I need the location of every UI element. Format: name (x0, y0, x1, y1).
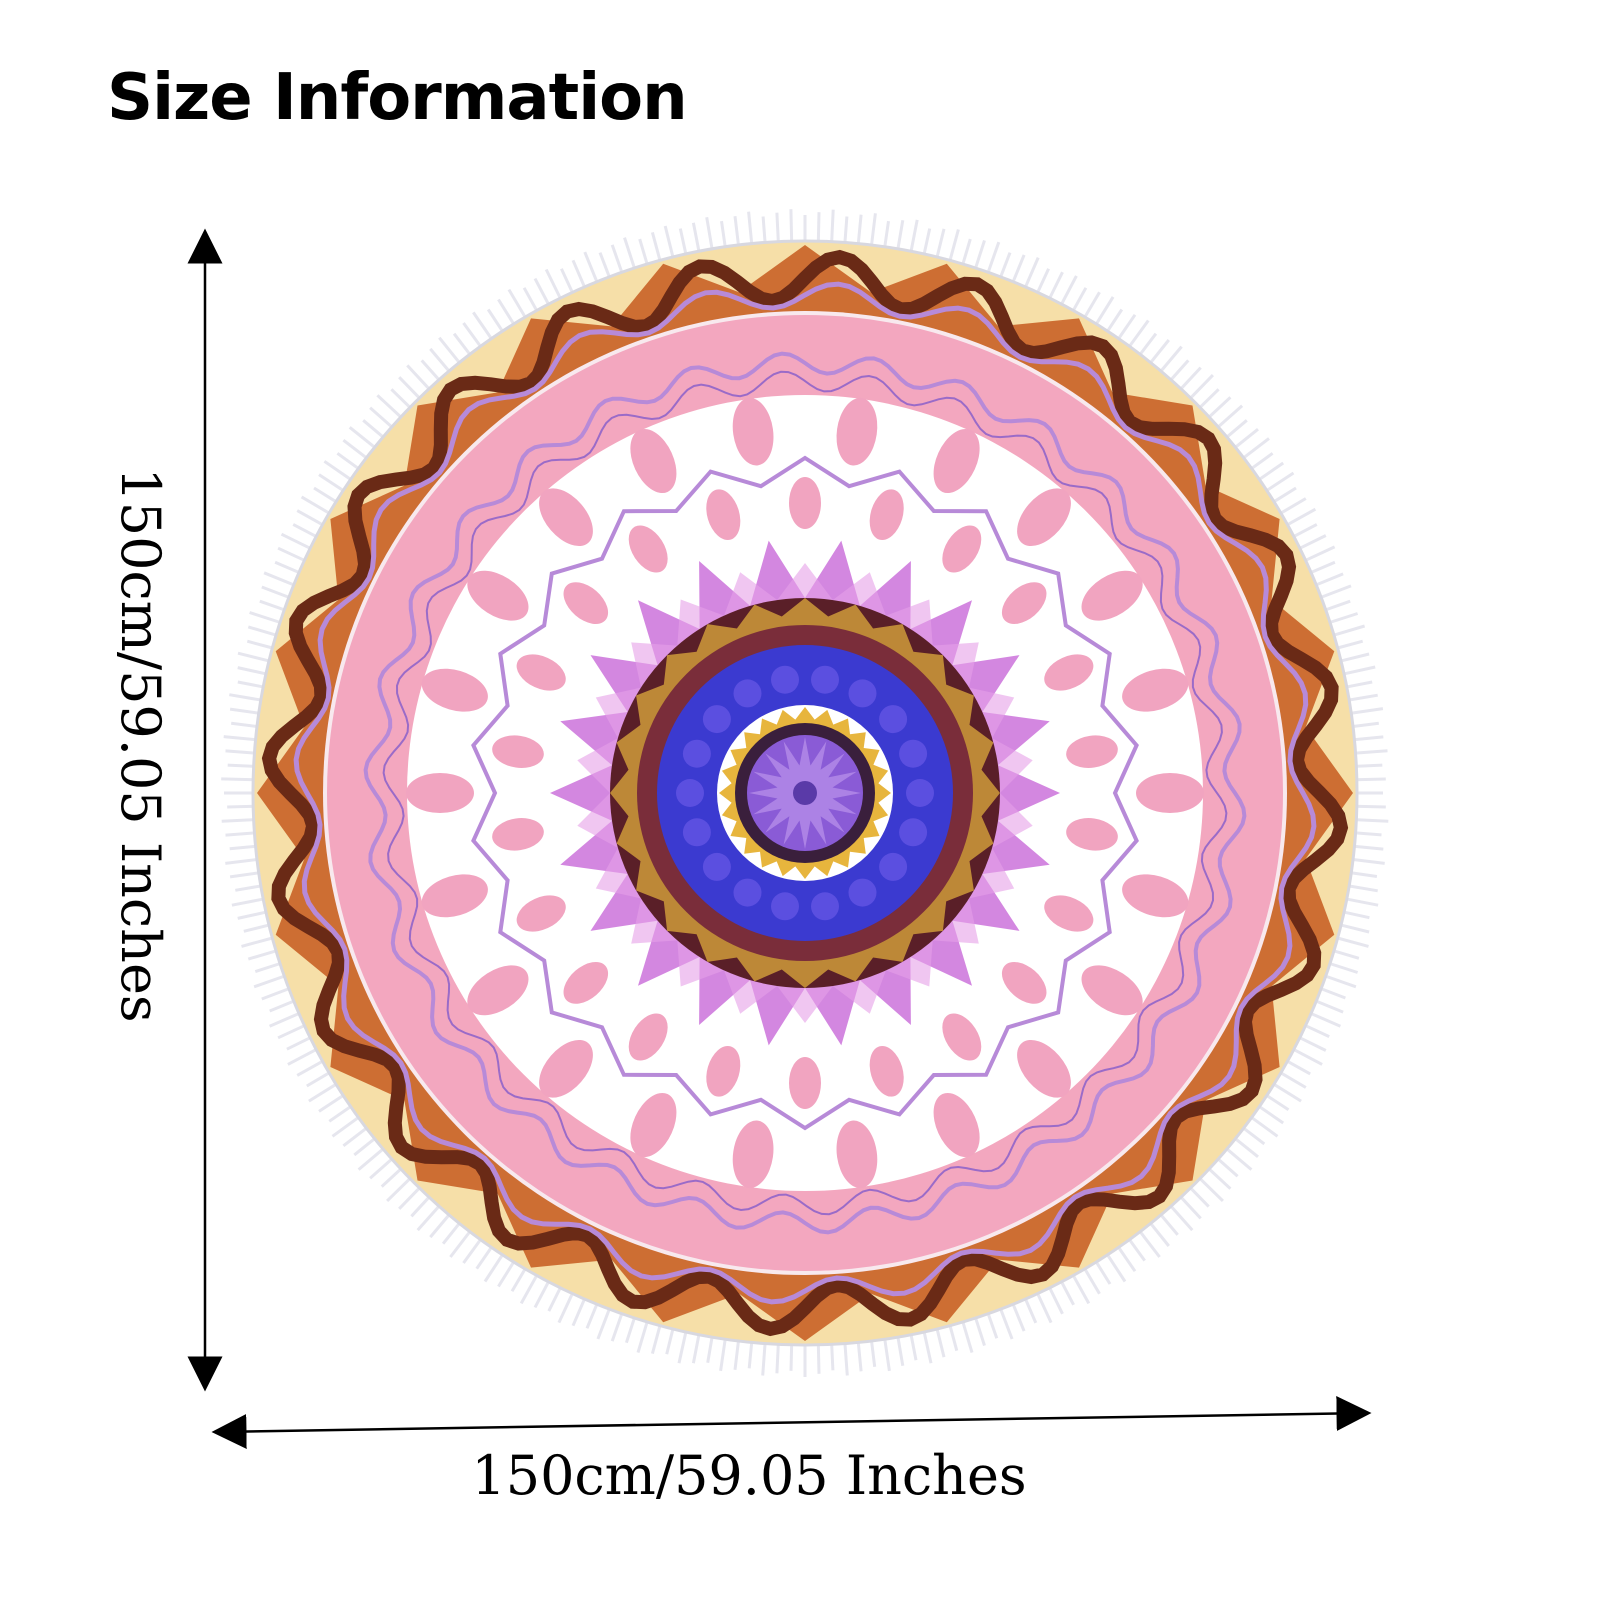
width-arrow-icon (211, 1396, 1372, 1449)
lace-ring-1 (363, 351, 1247, 1235)
page-title: Size Information (107, 61, 688, 135)
blue-ring-pattern (676, 665, 934, 921)
width-dimension-label: 150cm/59.05 Inches (471, 1444, 1027, 1507)
outer-band-lace (293, 281, 1317, 1305)
tassel-fringe (221, 209, 1389, 1377)
center-dot (793, 781, 817, 805)
pink-petals (406, 397, 1204, 1189)
outer-band-zigzag-brown (261, 249, 1349, 1337)
lace-star-ring (471, 455, 1139, 1131)
lace-ring-2 (382, 370, 1228, 1216)
